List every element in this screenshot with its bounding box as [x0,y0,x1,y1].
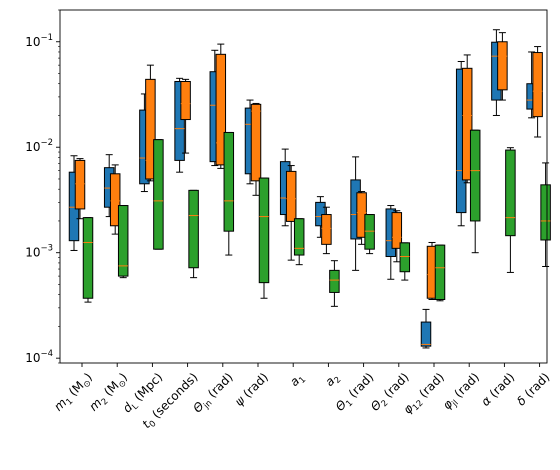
box-series-2 [180,78,191,154]
box-body [285,170,297,222]
box-series-2 [497,32,508,101]
box-body [497,41,508,91]
y-tick-exponent: −2 [40,138,53,148]
box-body [117,205,129,277]
box-series-3 [329,260,340,307]
box-series-3 [223,131,235,256]
box-body [153,139,164,250]
y-tick-label: 10−1 [25,33,53,49]
box-body [469,129,481,222]
box-body [109,173,121,227]
box-body [215,53,227,166]
box-series-2 [250,102,262,196]
plot-frame [59,9,548,364]
label-subscript: 2 [333,375,344,386]
box-body [293,218,305,256]
y-tick-label: 10−3 [25,244,53,260]
y-tick-exponent: −4 [40,349,53,359]
box-body [74,159,86,210]
box-series-3 [82,217,94,303]
box-body [174,80,185,161]
box-series-3 [258,177,270,299]
box-body [329,269,340,293]
box-series-3 [540,162,551,267]
box-body [505,149,516,237]
y-tick-base: 10 [25,140,40,154]
box-series-3 [469,129,481,254]
box-body [180,80,191,121]
box-series-1 [491,29,502,116]
box-series-2 [109,164,121,235]
box-body [461,67,473,181]
label-subscript: L [130,401,141,412]
box-series-2 [285,165,297,261]
label-subscript: 1 [344,398,355,409]
box-series-1 [420,308,432,349]
label-subscript: 1 [297,375,308,386]
box-series-2 [215,43,227,169]
label-subscript: jl [450,398,461,409]
box-series-3 [188,189,199,279]
box-series-3 [153,139,164,250]
box-series-2 [74,158,86,220]
y-tick-base: 10 [25,246,40,260]
y-tick-base: 10 [25,351,40,365]
box-series-3 [293,218,305,266]
box-series-1 [174,77,185,173]
y-tick-base: 10 [25,35,40,49]
box-series-3 [505,147,516,273]
y-tick-label: 10−2 [25,138,53,154]
box-body [364,214,375,250]
box-series-3 [399,242,411,281]
box-series-2 [532,46,543,138]
box-body [188,189,199,269]
box-series-2 [321,206,332,255]
box-body [434,244,446,300]
box-series-3 [117,205,129,279]
box-body [399,242,411,273]
box-body [258,177,270,284]
box-body [145,78,156,180]
box-series-2 [145,64,156,182]
box-body [532,52,543,118]
box-series-3 [364,214,375,255]
box-body [82,217,94,299]
y-tick-label: 10−4 [25,349,53,365]
label-subscript: 0 [148,419,159,430]
label-subscript: 1 [64,397,75,408]
box-body [250,103,262,182]
box-series-2 [461,54,473,184]
x-category-label: m2 (M⊙) [86,370,132,416]
box-body [540,184,551,241]
box-body [321,214,332,245]
label-subscript: 2 [100,397,111,408]
box-body [223,131,235,232]
box-body [420,321,432,347]
y-tick-exponent: −1 [40,33,53,43]
box-series-2 [391,210,403,263]
label-subscript: 2 [380,398,391,409]
y-tick-exponent: −3 [40,244,53,254]
box-body [391,212,403,249]
box-series-3 [434,244,446,302]
